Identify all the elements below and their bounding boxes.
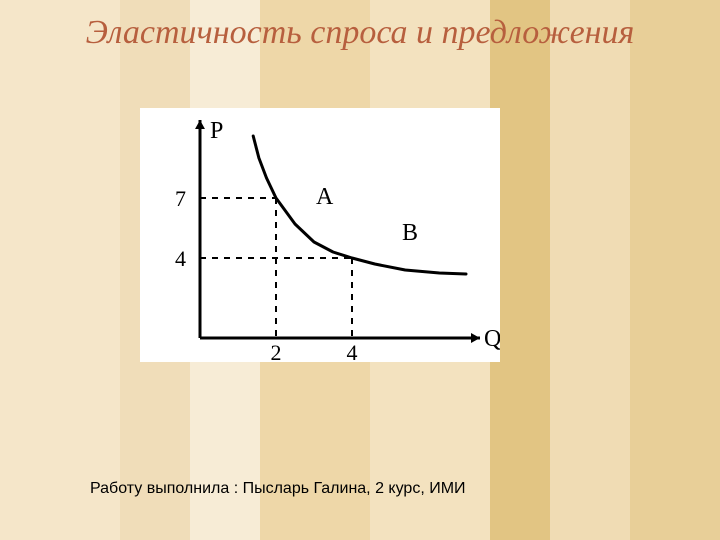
svg-text:A: A bbox=[316, 184, 334, 210]
svg-text:4: 4 bbox=[347, 340, 358, 362]
svg-text:P: P bbox=[210, 118, 223, 144]
slide-title: Эластичность спроса и предложения bbox=[0, 14, 720, 52]
svg-text:2: 2 bbox=[271, 340, 282, 362]
svg-text:4: 4 bbox=[175, 246, 186, 271]
demand-curve-chart: P Q 7 4 2 4 A B bbox=[140, 108, 500, 362]
svg-text:Q: Q bbox=[484, 326, 500, 352]
chart-container: P Q 7 4 2 4 A B bbox=[140, 108, 500, 362]
svg-text:B: B bbox=[402, 220, 418, 246]
svg-text:7: 7 bbox=[175, 186, 186, 211]
slide: Эластичность спроса и предложения P Q 7 4 2 4… bbox=[0, 0, 720, 540]
attribution-text: Работу выполнила : Пысларь Галина, 2 кур… bbox=[90, 480, 466, 498]
